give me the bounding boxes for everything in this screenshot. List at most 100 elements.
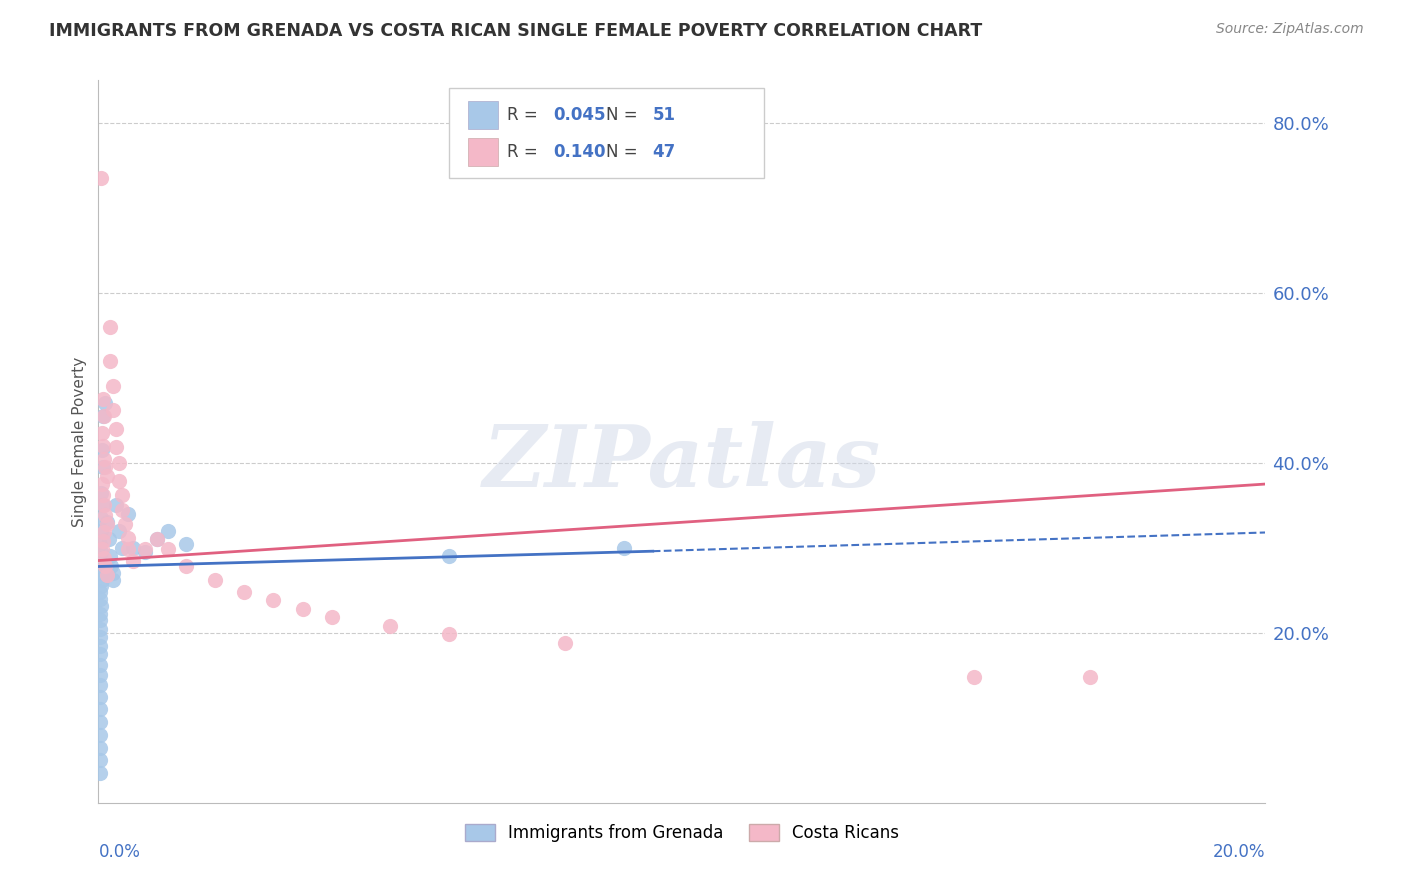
Point xyxy=(101,379,124,393)
Point xyxy=(90,542,112,557)
Point xyxy=(90,443,112,458)
Point xyxy=(111,502,134,516)
Point xyxy=(89,702,111,716)
Point xyxy=(114,516,136,531)
Point xyxy=(90,579,112,593)
Text: 51: 51 xyxy=(652,106,676,124)
Point xyxy=(100,559,122,574)
Point xyxy=(96,468,118,483)
Point xyxy=(91,439,114,453)
Bar xyxy=(468,101,498,128)
Point xyxy=(157,542,180,557)
Point xyxy=(962,670,984,684)
Point xyxy=(104,498,127,512)
Point xyxy=(89,613,111,627)
Point xyxy=(91,409,114,423)
Text: 0.045: 0.045 xyxy=(554,106,606,124)
Point xyxy=(104,441,127,455)
Point xyxy=(101,573,124,587)
Text: 0.0%: 0.0% xyxy=(98,843,141,861)
Text: Source: ZipAtlas.com: Source: ZipAtlas.com xyxy=(1216,22,1364,37)
Point xyxy=(174,559,197,574)
Point xyxy=(111,488,134,502)
Point xyxy=(91,488,114,502)
Text: ZIPatlas: ZIPatlas xyxy=(482,421,882,505)
Point xyxy=(89,668,111,682)
Point xyxy=(380,619,402,633)
Point xyxy=(89,728,111,742)
Point xyxy=(89,622,111,636)
Point xyxy=(91,392,114,406)
Point xyxy=(94,396,117,410)
Point xyxy=(89,753,111,767)
Point xyxy=(437,549,460,564)
Point xyxy=(90,566,112,581)
Point xyxy=(204,573,226,587)
Point xyxy=(291,602,314,616)
Point xyxy=(89,607,111,621)
Point xyxy=(1080,670,1102,684)
Point xyxy=(134,542,156,557)
Point xyxy=(97,533,120,547)
Point xyxy=(612,541,634,555)
Point xyxy=(117,507,139,521)
Point xyxy=(91,460,114,475)
Point xyxy=(89,591,111,606)
Point xyxy=(101,566,124,581)
Point xyxy=(96,516,118,531)
Text: IMMIGRANTS FROM GRENADA VS COSTA RICAN SINGLE FEMALE POVERTY CORRELATION CHART: IMMIGRANTS FROM GRENADA VS COSTA RICAN S… xyxy=(49,22,983,40)
Point xyxy=(554,636,576,650)
Point xyxy=(93,409,115,423)
Point xyxy=(146,533,169,547)
Point xyxy=(90,485,112,500)
Point xyxy=(108,475,131,489)
Point xyxy=(96,568,118,582)
Point xyxy=(134,545,156,559)
Point xyxy=(90,425,112,440)
Point xyxy=(94,460,117,475)
Point xyxy=(437,627,460,641)
Point xyxy=(89,639,111,653)
Y-axis label: Single Female Poverty: Single Female Poverty xyxy=(72,357,87,526)
Point xyxy=(93,551,115,566)
Text: 47: 47 xyxy=(652,143,676,161)
Point xyxy=(90,545,112,559)
Point xyxy=(89,766,111,780)
Legend: Immigrants from Grenada, Costa Ricans: Immigrants from Grenada, Costa Ricans xyxy=(458,817,905,848)
Point xyxy=(93,451,115,466)
Point xyxy=(157,524,180,538)
Point xyxy=(89,740,111,755)
FancyBboxPatch shape xyxy=(449,87,763,178)
Point xyxy=(90,477,112,491)
Point xyxy=(122,553,145,567)
Point xyxy=(122,541,145,555)
Text: R =: R = xyxy=(508,143,543,161)
Point xyxy=(117,531,139,545)
Text: N =: N = xyxy=(606,106,643,124)
Point xyxy=(89,690,111,704)
Point xyxy=(89,658,111,673)
Point xyxy=(90,171,112,186)
Point xyxy=(233,585,256,599)
Point xyxy=(93,498,115,512)
Point xyxy=(101,403,124,417)
Point xyxy=(90,511,112,525)
Text: 0.140: 0.140 xyxy=(554,143,606,161)
Point xyxy=(94,559,117,574)
Point xyxy=(89,647,111,661)
Text: N =: N = xyxy=(606,143,643,161)
Point xyxy=(90,524,112,538)
Point xyxy=(111,541,134,555)
Point xyxy=(117,542,139,557)
Point xyxy=(96,516,118,530)
Point xyxy=(94,508,117,523)
Point xyxy=(98,319,121,334)
Point xyxy=(90,559,112,574)
Point xyxy=(90,599,112,613)
Point xyxy=(262,593,284,607)
Point xyxy=(108,524,131,538)
Point xyxy=(108,456,131,470)
Point xyxy=(91,498,114,512)
Point xyxy=(146,533,169,547)
Point xyxy=(89,630,111,644)
